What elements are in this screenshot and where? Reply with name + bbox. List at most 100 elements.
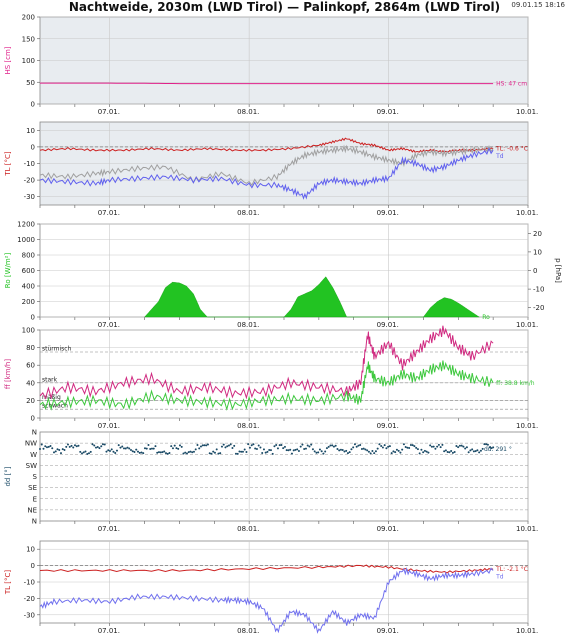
wind-direction-point bbox=[210, 452, 213, 455]
wind-direction-point bbox=[492, 446, 495, 449]
wind-direction-point bbox=[54, 450, 57, 453]
wind-direction-point bbox=[290, 452, 293, 455]
wind-direction-point bbox=[236, 452, 239, 455]
y-axis-label: TL [°C] bbox=[4, 570, 12, 596]
wind-direction-point bbox=[257, 444, 260, 447]
wind-direction-point bbox=[110, 448, 113, 451]
wind-direction-point bbox=[70, 444, 73, 447]
wind-direction-point bbox=[404, 445, 407, 448]
wind-direction-point bbox=[261, 451, 264, 454]
y-tick-label: E bbox=[33, 495, 37, 503]
wind-direction-point bbox=[325, 447, 328, 450]
wind-direction-point bbox=[387, 445, 390, 448]
wind-direction-point bbox=[163, 450, 166, 453]
wind-direction-point bbox=[212, 450, 215, 453]
series-area-ro bbox=[144, 276, 480, 318]
x-tick-label: 07.01. bbox=[98, 108, 120, 116]
wind-direction-point bbox=[80, 452, 83, 455]
wind-direction-point bbox=[490, 447, 493, 450]
wind-direction-point bbox=[215, 448, 218, 451]
wind-direction-point bbox=[175, 447, 178, 450]
wind-direction-point bbox=[311, 448, 314, 451]
wind-direction-point bbox=[178, 444, 181, 447]
wind-direction-point bbox=[390, 452, 393, 455]
wind-direction-point bbox=[317, 451, 320, 454]
y-tick-label: NE bbox=[27, 506, 37, 514]
wind-direction-point bbox=[126, 446, 129, 449]
wind-direction-point bbox=[366, 449, 369, 452]
wind-direction-point bbox=[52, 451, 55, 454]
wind-direction-point bbox=[329, 444, 332, 447]
y-tick-label: -30 bbox=[24, 611, 35, 619]
wind-direction-point bbox=[275, 444, 278, 447]
wind-direction-point bbox=[450, 450, 453, 453]
wind-direction-point bbox=[73, 444, 76, 447]
wind-direction-point bbox=[394, 451, 397, 454]
wind-direction-point bbox=[185, 452, 188, 455]
y-tick-label: 600 bbox=[22, 267, 35, 275]
y-tick-label: 200 bbox=[22, 14, 35, 22]
x-tick-label: 08.01. bbox=[237, 422, 259, 430]
wind-direction-point bbox=[353, 443, 356, 446]
wind-direction-point bbox=[105, 450, 108, 453]
wind-direction-point bbox=[91, 443, 94, 446]
x-tick-label: 08.01. bbox=[237, 108, 259, 116]
wind-direction-point bbox=[399, 451, 402, 454]
wind-direction-point bbox=[262, 448, 265, 451]
wind-direction-point bbox=[409, 444, 412, 447]
wind-direction-point bbox=[231, 447, 234, 450]
series-label: Td bbox=[495, 153, 504, 160]
wind-direction-point bbox=[308, 445, 311, 448]
y-tick-label: -20 bbox=[24, 177, 35, 185]
wind-direction-point bbox=[303, 447, 306, 450]
wind-direction-point bbox=[339, 448, 342, 451]
wind-direction-point bbox=[100, 445, 103, 448]
y-tick-label: S bbox=[33, 473, 38, 481]
wind-direction-point bbox=[322, 452, 325, 455]
y-tick-label: 50 bbox=[26, 79, 35, 87]
wind-direction-point bbox=[271, 452, 274, 455]
wind-direction-point bbox=[282, 447, 285, 450]
y-tick-label: 40 bbox=[26, 379, 35, 387]
y-tick-label: 0 bbox=[31, 314, 35, 322]
wind-direction-point bbox=[371, 449, 374, 452]
x-tick-label: 10.01. bbox=[516, 209, 538, 217]
wind-direction-point bbox=[229, 443, 232, 446]
wind-direction-point bbox=[77, 444, 80, 447]
chart-panel-hs: 07.01. 08.01. 09.01. 10.01. 0 50 100 150 200 HS [… bbox=[4, 14, 538, 117]
wind-direction-point bbox=[168, 452, 171, 455]
x-tick-label: 09.01. bbox=[377, 627, 399, 635]
wind-direction-point bbox=[415, 446, 418, 449]
wind-direction-point bbox=[241, 450, 244, 453]
wind-direction-point bbox=[234, 452, 237, 455]
y-tick-label: 800 bbox=[22, 252, 35, 260]
wind-direction-point bbox=[44, 445, 47, 448]
y-axis-label: HS [cm] bbox=[4, 46, 12, 74]
x-tick-label: 09.01. bbox=[377, 321, 399, 329]
wind-direction-point bbox=[472, 450, 475, 453]
timestamp: 09.01.15 18:16 bbox=[511, 1, 565, 9]
y-tick-label: -10 bbox=[24, 160, 35, 168]
x-tick-label: 10.01. bbox=[516, 321, 538, 329]
wind-direction-point bbox=[306, 444, 309, 447]
wind-direction-point bbox=[476, 449, 479, 452]
chart-panel-temp2: 07.01. 08.01. 09.01. 10.01. -30 -20 -10 0 10 TL [… bbox=[4, 540, 538, 635]
page-title: Nachtweide, 2030m (LWD Tirol) — Palinkop… bbox=[68, 0, 501, 14]
wind-direction-point bbox=[294, 448, 297, 451]
y-tick-label: 1000 bbox=[17, 236, 35, 244]
wind-direction-point bbox=[446, 451, 449, 454]
wind-direction-point bbox=[341, 449, 344, 452]
wind-direction-point bbox=[166, 452, 169, 455]
wind-direction-point bbox=[243, 448, 246, 451]
wind-direction-point bbox=[434, 447, 437, 450]
wind-direction-point bbox=[89, 450, 92, 453]
x-tick-label: 09.01. bbox=[377, 108, 399, 116]
wind-direction-point bbox=[217, 452, 220, 455]
wind-direction-point bbox=[233, 444, 236, 447]
y-tick-label: SE bbox=[28, 484, 37, 492]
series-line-böen bbox=[39, 325, 494, 400]
wind-direction-point bbox=[205, 444, 208, 447]
wind-direction-point bbox=[376, 447, 379, 450]
wind-direction-point bbox=[187, 451, 190, 454]
wind-direction-point bbox=[189, 450, 192, 453]
